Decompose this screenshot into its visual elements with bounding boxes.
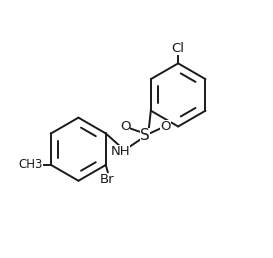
Text: CH3: CH3 — [18, 158, 42, 172]
Text: S: S — [141, 128, 150, 143]
Text: O: O — [160, 120, 171, 133]
Text: NH: NH — [110, 145, 130, 158]
Text: Cl: Cl — [172, 42, 185, 54]
Text: O: O — [120, 120, 130, 133]
Text: Br: Br — [100, 173, 114, 186]
